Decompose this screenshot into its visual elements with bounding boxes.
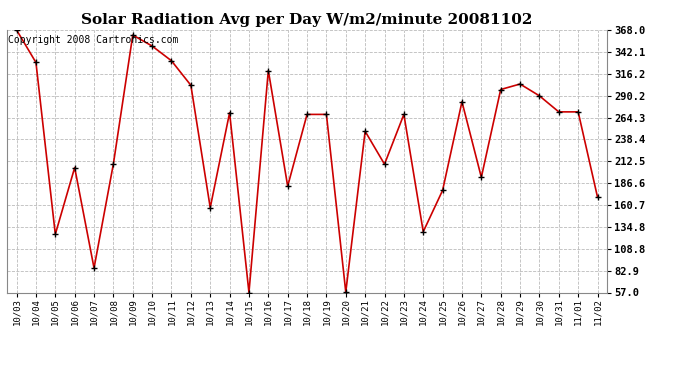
Text: Copyright 2008 Cartronics.com: Copyright 2008 Cartronics.com — [8, 35, 179, 45]
Title: Solar Radiation Avg per Day W/m2/minute 20081102: Solar Radiation Avg per Day W/m2/minute … — [81, 13, 533, 27]
